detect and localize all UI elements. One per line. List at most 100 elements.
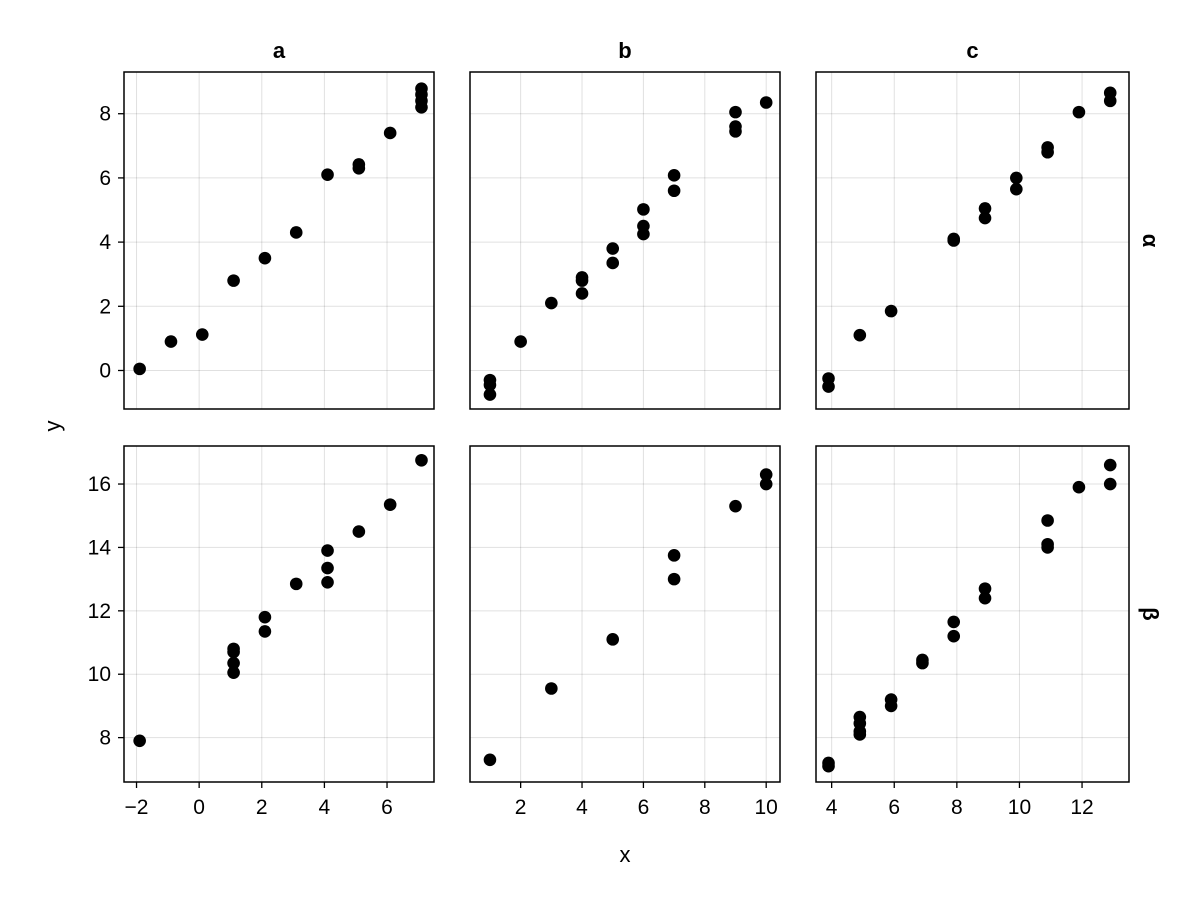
scatter-point [227,656,240,670]
scatter-point [575,271,589,284]
scatter-point [667,572,681,586]
y-tick-label: 8 [99,103,111,126]
x-tick-label: 12 [1070,796,1093,819]
x-tick-label: 4 [576,796,588,819]
scatter-point [352,158,366,171]
row-title: β [1138,607,1163,620]
y-tick-label: 6 [99,167,111,190]
scatter-point [227,666,240,679]
scatter-point [729,105,742,119]
scatter-point [947,232,961,246]
scatter-point [853,328,867,342]
scatter-point [729,499,742,513]
scatter-point [1072,105,1086,119]
panel-frame [469,71,781,410]
scatter-point [884,304,898,318]
y-tick-label: 10 [88,663,111,686]
scatter-point [667,549,681,562]
y-tick-label: 12 [88,600,111,623]
panel-α-a: 0 2 4 6 8 [99,71,435,410]
scatter-point [483,388,497,401]
scatter-point [321,168,334,182]
scatter-point [853,710,867,724]
scatter-point [606,633,620,646]
x-tick-label: 8 [951,796,963,819]
y-tick-label: 8 [99,727,111,750]
scatter-point [759,468,773,481]
column-title-b: b [618,38,631,63]
panel-frame [815,71,1130,410]
panels-layer: 0 2 4 6 8 8 10 12 14 16 −2 0 2 4 6 2 4 6 8 10 4 6 8 10 12 a b c α β [88,38,1163,819]
x-tick-label: 10 [755,796,778,819]
scatter-point [352,525,366,538]
scatter-point [258,251,272,265]
scatter-point [514,335,527,348]
y-tick-label: 16 [88,473,111,496]
scatter-point [978,591,992,605]
scatter-point [164,335,178,348]
scatter-point [1041,537,1054,551]
scatter-point [1041,514,1054,527]
scatter-point [1072,480,1086,494]
panel-β-b: 2 4 6 8 10 [469,445,781,819]
panel-frame [469,445,781,783]
x-tick-label: 2 [515,796,527,819]
x-tick-label: 10 [1008,796,1031,819]
scatter-point [822,756,835,770]
scatter-point [637,219,650,233]
scatter-point [195,328,209,341]
scatter-point [606,256,620,270]
scatter-point [258,625,272,638]
x-tick-label: 6 [381,796,393,819]
column-title-a: a [273,38,286,63]
scatter-point [483,378,497,392]
panel-frame [123,445,435,783]
scatter-point [227,274,240,287]
scatter-point [321,544,334,557]
scatter-point [321,576,334,589]
x-tick-label: 2 [256,796,268,819]
scatter-point [1103,477,1117,491]
scatter-point [383,498,397,511]
scatter-point [1010,182,1023,196]
row-title: α [1138,234,1163,248]
scatter-point [759,96,773,109]
scatter-point [227,642,240,656]
scatter-point [133,362,146,376]
scatter-point [606,242,620,255]
scatter-point [545,296,558,310]
scatter-point [884,693,898,706]
scatter-point [667,169,681,182]
x-tick-label: 4 [319,796,331,819]
panel-α-b [469,71,781,410]
scatter-point [1103,458,1117,472]
y-tick-label: 4 [99,231,111,254]
scatter-point [575,287,589,300]
panel-β-a: 8 10 12 14 16 −2 0 2 4 6 [88,445,435,819]
panel-α-c [815,71,1130,410]
scatter-point [822,380,835,393]
x-tick-label: 0 [193,796,205,819]
x-tick-label: 6 [638,796,650,819]
scatter-point [483,753,497,767]
y-tick-label: 14 [88,536,112,559]
scatter-point [289,226,303,239]
scatter-point [729,120,742,133]
x-tick-label: 8 [699,796,711,819]
scatter-point [947,615,961,629]
x-tick-label: 4 [826,796,838,819]
scatter-point [133,734,146,748]
scatter-point [321,561,334,575]
scatter-point [916,653,929,667]
y-tick-label: 2 [99,295,111,318]
panel-β-c: 4 6 8 10 12 [815,445,1130,819]
scatter-point [947,629,961,643]
scatter-point [415,82,428,95]
scatter-point [545,682,558,695]
x-axis-label: x [620,842,631,867]
scatter-point [258,610,272,624]
scatter-point [978,582,992,595]
scatter-point [637,203,650,216]
scatter-point [289,577,303,591]
scatter-point [667,184,681,198]
